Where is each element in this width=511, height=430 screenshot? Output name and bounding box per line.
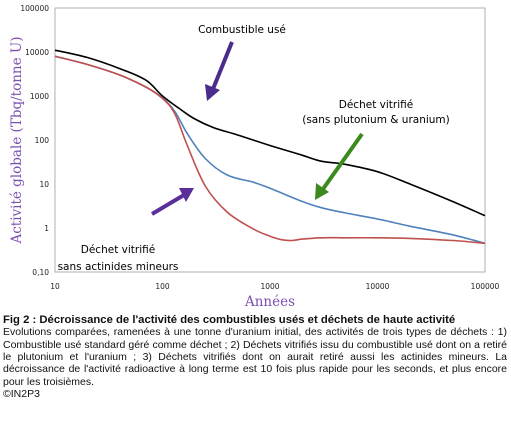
figure-caption: Fig 2 : Décroissance de l'activité des c… (3, 314, 507, 400)
series-combustible-use-line (54, 49, 486, 217)
y-tick-label: 100000 (20, 4, 49, 13)
y-tick-label: 0,10 (32, 268, 49, 277)
annotation-dechet-vitrifie-line2: (sans plutonium & uranium) (302, 114, 450, 126)
series-sans-actinides-line (54, 55, 486, 245)
x-tick-label: 1000 (260, 282, 279, 291)
arrow-to-sans-actinides (150, 188, 194, 216)
y-tick-label: 10 (39, 180, 49, 189)
annotation-sans-actinides-line2: sans actinides mineurs (58, 261, 179, 273)
y-tick-label: 1000 (30, 92, 49, 101)
x-tick-label: 10000 (366, 282, 390, 291)
caption-credit: ©IN2P3 (3, 387, 40, 400)
caption-title: Fig 2 : Décroissance de l'activité des c… (3, 314, 456, 326)
y-tick-label: 100 (35, 136, 50, 145)
x-axis-label: Années (244, 294, 295, 310)
series-lines (54, 49, 486, 245)
annotation-combustible-use: Combustible usé (198, 24, 286, 36)
x-tick-label: 100 (155, 282, 170, 291)
y-tick-label: 1 (44, 224, 49, 233)
annotation-dechet-vitrifie-line1: Déchet vitrifié (339, 99, 413, 111)
y-axis-label: Activité globale (Tbq/tonne U) (9, 36, 25, 244)
y-tick-label: 10000 (25, 48, 49, 57)
caption-body: Evolutions comparées, ramenées à une ton… (3, 326, 507, 388)
arrow-to-dechet-vitrifie (315, 132, 364, 200)
annotation-sans-actinides-line1: Déchet vitrifié (81, 244, 155, 256)
plot-area (54, 7, 486, 273)
axis-ticks: 10 100 1000 10000 100000 0,10 1 10 100 1000 10000 1… (20, 4, 499, 291)
x-tick-label: 100000 (471, 282, 500, 291)
x-tick-label: 10 (50, 282, 60, 291)
arrow-to-combustible-use (205, 41, 234, 101)
